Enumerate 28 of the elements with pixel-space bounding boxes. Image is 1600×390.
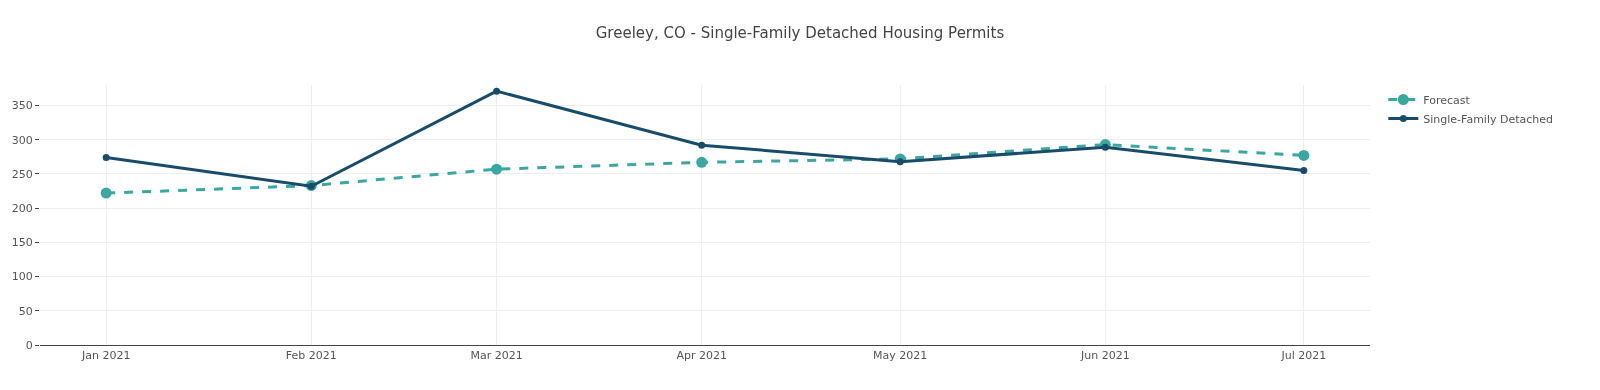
x-tick-label: Mar 2021 <box>470 349 523 363</box>
y-tick-label: 350 <box>11 99 33 113</box>
point <box>100 187 112 199</box>
x-tick-label: Jan 2021 <box>80 349 131 363</box>
point <box>698 141 706 149</box>
x-tick-label: Jun 2021 <box>1079 349 1130 363</box>
point <box>696 156 708 168</box>
y-tick-label: 300 <box>11 133 33 147</box>
legend-label: Single-Family Detached <box>1423 112 1554 126</box>
point <box>102 154 110 162</box>
point <box>1300 167 1308 175</box>
point <box>1298 149 1310 161</box>
point <box>1101 143 1109 151</box>
y-tick-label: 200 <box>11 202 33 216</box>
y-tick-label: 50 <box>18 304 33 318</box>
legend-label: Forecast <box>1423 93 1471 107</box>
y-tick-label: 0 <box>25 338 33 352</box>
y-tick-label: 100 <box>11 270 33 284</box>
x-tick-label: Apr 2021 <box>676 349 727 363</box>
x-tick-label: Feb 2021 <box>285 349 337 363</box>
x-tick-label: May 2021 <box>873 349 928 363</box>
y-tick-label: 150 <box>11 236 33 250</box>
point <box>896 158 904 166</box>
chart-title: Greeley, CO - Single-Family Detached Housing Permits <box>595 23 1005 42</box>
x-tick-label: Jul 2021 <box>1280 349 1327 363</box>
point <box>493 87 501 95</box>
y-tick-label: 250 <box>11 167 33 181</box>
point <box>491 163 503 175</box>
